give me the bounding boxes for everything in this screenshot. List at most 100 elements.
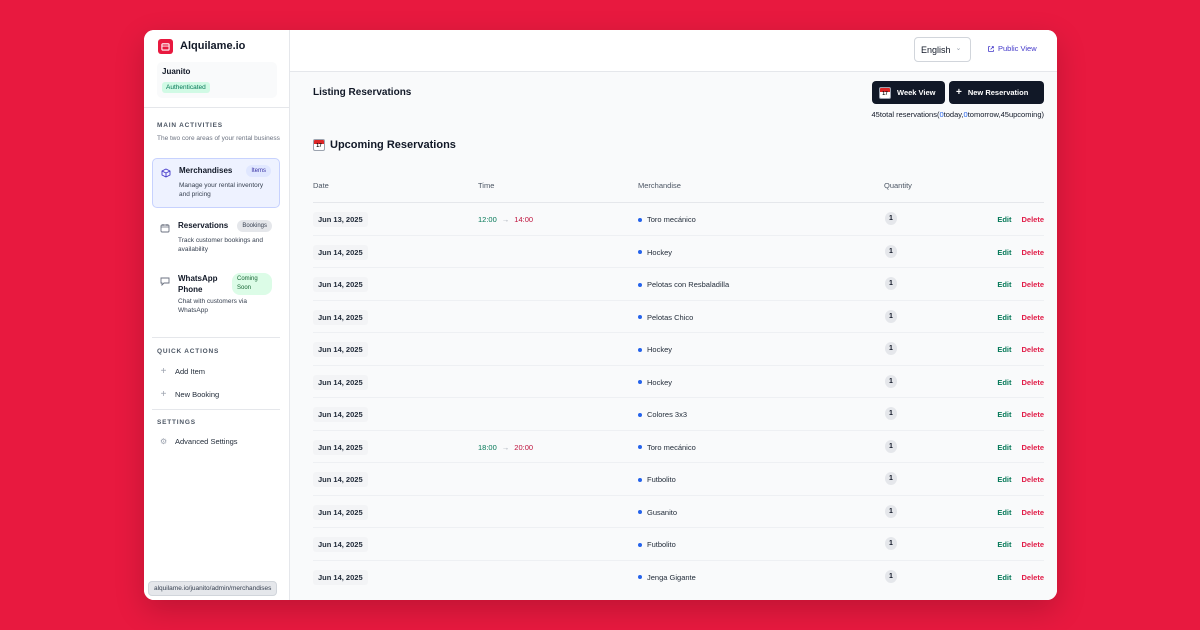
delete-button[interactable]: Delete [1021,312,1044,322]
total-label: total reservations( [879,110,940,119]
dot-icon [638,445,642,449]
app-window: Alquilame.io Juanito Authenticated MAIN … [144,30,1057,600]
table-row: Jun 13, 2025 12:00 → 14:00 Toro mecánico 1 Edi… [313,203,1044,236]
today-label: today, [943,110,964,119]
edit-button[interactable]: Edit [997,475,1012,484]
today-count: 0 [939,110,944,119]
merchandise-name: Pelotas Chico [647,312,694,322]
merchandise-name: Jenga Gigante [647,572,696,582]
brand-name: Alquilame.io [180,40,246,52]
merchandise-name: Futbolito [647,475,676,484]
add-item-label: Add Item [175,367,206,376]
sidebar-item-reservations[interactable]: Reservations Bookings Track customer boo… [152,214,280,260]
sidebar-item-label: WhatsApp Phone [178,274,218,294]
calendar-icon [160,224,170,233]
new-booking-button[interactable]: + New Booking [160,389,220,400]
quantity-badge: 1 [885,472,897,485]
user-name: Juanito [162,67,191,76]
edit-button[interactable]: Edit [997,247,1012,257]
chat-icon [160,277,170,286]
delete-button[interactable]: Delete [1021,540,1044,549]
advanced-settings-button[interactable]: ⚙ Advanced Settings [160,437,238,446]
merchandise-cell: Toro mecánico [638,443,696,452]
language-value: English [921,44,951,55]
merchandise-name: Gusanito [647,507,678,517]
user-card: Juanito Authenticated [157,62,277,98]
settings-title: SETTINGS [157,419,196,426]
delete-button[interactable]: Delete [1021,280,1044,289]
quantity-badge: 1 [885,244,897,258]
merchandise-cell: Hockey [638,345,672,354]
reservation-date: Jun 14, 2025 [313,374,368,390]
reservation-date: Jun 13, 2025 [313,212,368,227]
edit-button[interactable]: Edit [997,377,1012,387]
time-range: 12:00 → 14:00 [478,215,533,224]
delete-button[interactable]: Delete [1021,507,1044,517]
merchandise-cell: Colores 3x3 [638,410,687,419]
dot-icon [638,412,642,417]
public-view-link[interactable]: Public View [987,44,1037,53]
box-icon [161,168,171,178]
reservation-date: Jun 14, 2025 [313,472,368,487]
edit-button[interactable]: Edit [997,507,1012,517]
sidebar: Alquilame.io Juanito Authenticated MAIN … [144,30,290,600]
public-view-label: Public View [998,44,1037,53]
delete-button[interactable]: Delete [1021,345,1044,354]
arrow-right-icon: → [501,442,510,452]
merchandise-cell: Hockey [638,378,672,387]
edit-button[interactable]: Edit [997,410,1012,419]
plus-icon: + [160,366,167,377]
top-bar: English ⌄ Public View [290,30,1057,72]
reservations-table: Jun 13, 2025 12:00 → 14:00 Toro mecánico 1 Edi… [313,203,1044,593]
week-view-button[interactable]: 17 Week View [872,81,945,104]
plus-icon: + [160,389,167,400]
col-date: Date [313,181,329,190]
merchandise-cell: Futbolito [638,540,676,549]
edit-button[interactable]: Edit [997,442,1012,452]
row-actions: Edit Delete [997,573,1044,582]
quantity-badge: 1 [885,277,897,290]
brand[interactable]: Alquilame.io [158,38,245,54]
edit-button[interactable]: Edit [997,312,1012,322]
language-select[interactable]: English ⌄ [914,37,971,62]
delete-button[interactable]: Delete [1021,475,1044,484]
delete-button[interactable]: Delete [1021,247,1044,257]
upcoming-label: upcoming) [1008,110,1044,119]
quantity-badge: 1 [885,537,897,550]
quick-actions-title: QUICK ACTIONS [157,348,220,355]
edit-button[interactable]: Edit [997,215,1012,224]
end-time: 20:00 [514,442,534,452]
reservation-date: Jun 14, 2025 [313,309,368,325]
upcoming-heading: 17 Upcoming Reservations [313,139,456,151]
table-row: Jun 14, 2025 Hockey 1 Edit Delete [313,333,1044,366]
dot-icon [638,217,642,222]
sidebar-item-desc: Manage your rental inventory and pricing [179,182,264,198]
add-item-button[interactable]: + Add Item [160,366,205,377]
status-url: alquilame.io/juanito/admin/merchandises [148,581,278,596]
sidebar-item-whatsapp[interactable]: WhatsApp Phone Coming Soon Chat with cus… [152,267,280,321]
delete-button[interactable]: Delete [1021,442,1044,452]
quantity-badge: 1 [885,504,897,518]
reservation-date: Jun 14, 2025 [313,569,368,585]
row-actions: Edit Delete [997,540,1044,549]
col-quantity: Quantity [884,181,912,190]
new-reservation-button[interactable]: + New Reservation [949,81,1044,104]
coming-soon-badge: Coming Soon [232,273,272,295]
row-actions: Edit Delete [997,410,1044,419]
delete-button[interactable]: Delete [1021,572,1044,582]
delete-button[interactable]: Delete [1021,410,1044,419]
sidebar-item-merchandises[interactable]: Merchandises Items Manage your rental in… [152,158,280,208]
reservation-summary: 45total reservations(0today,0tomorrow,45… [872,110,1044,119]
delete-button[interactable]: Delete [1021,215,1044,224]
quantity-badge: 1 [885,212,897,225]
time-range: 18:00 → 20:00 [478,443,533,452]
plus-icon: + [956,86,962,98]
edit-button[interactable]: Edit [997,540,1012,549]
edit-button[interactable]: Edit [997,572,1012,582]
edit-button[interactable]: Edit [997,345,1012,354]
reservation-date: Jun 14, 2025 [313,439,368,455]
edit-button[interactable]: Edit [997,280,1012,289]
dot-icon [638,542,642,547]
delete-button[interactable]: Delete [1021,377,1044,387]
merchandise-name: Futbolito [647,540,676,549]
